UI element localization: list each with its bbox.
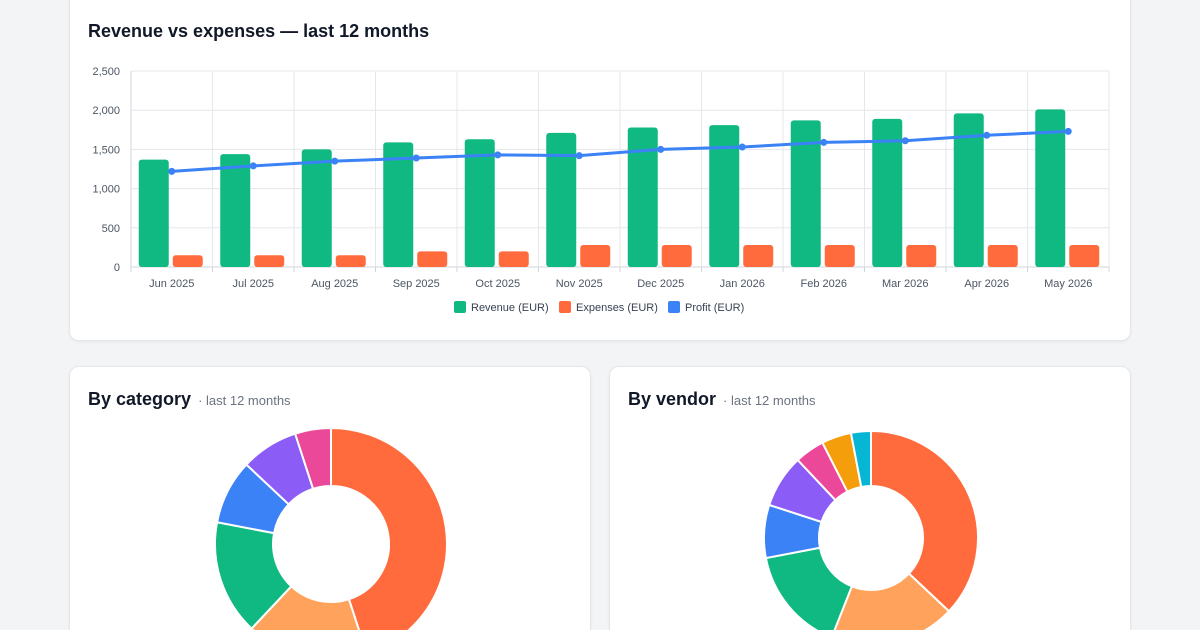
point-profit xyxy=(738,143,746,151)
x-tick-label: May 2026 xyxy=(1044,278,1092,290)
point-profit xyxy=(657,145,665,153)
bar-revenue xyxy=(627,127,658,267)
x-tick-label: Feb 2026 xyxy=(801,278,847,290)
chart-grid xyxy=(130,70,1110,272)
bar-revenue xyxy=(383,142,414,267)
vendor-donut-chart xyxy=(763,429,979,630)
point-profit xyxy=(983,131,991,139)
category-card: By category · last 12 months xyxy=(69,366,591,630)
point-profit xyxy=(494,151,502,159)
category-donut-chart xyxy=(214,426,448,630)
category-subtitle: · last 12 months xyxy=(198,393,291,408)
legend-label: Expenses (EUR) xyxy=(576,302,658,314)
point-profit xyxy=(1064,127,1072,135)
revenue-chart-title: Revenue vs expenses — last 12 months xyxy=(88,21,430,41)
x-tick-label: Oct 2025 xyxy=(475,278,520,290)
bar-revenue xyxy=(1035,109,1066,267)
bar-expenses xyxy=(906,245,937,267)
y-tick-label: 2,000 xyxy=(92,105,120,117)
bar-revenue xyxy=(872,118,903,267)
y-tick-label: 2,500 xyxy=(92,66,120,78)
chart-legend: Revenue (EUR) Expenses (EUR) Profit (EUR) xyxy=(454,301,744,314)
line-profit xyxy=(171,129,1069,173)
legend-label: Profit (EUR) xyxy=(685,302,744,314)
legend-swatch xyxy=(454,301,466,313)
bar-expenses xyxy=(1069,245,1100,267)
vendor-card: By vendor · last 12 months xyxy=(609,366,1131,630)
point-profit xyxy=(412,154,420,162)
bar-revenue xyxy=(953,113,984,267)
y-tick-label: 500 xyxy=(102,223,120,235)
bar-expenses xyxy=(172,255,203,267)
vendor-chart-title: By vendor · last 12 months xyxy=(628,389,816,410)
bar-expenses xyxy=(417,251,448,267)
vendor-slice xyxy=(849,429,872,489)
bar-expenses xyxy=(580,245,611,267)
bar-expenses xyxy=(335,255,366,267)
x-tick-label: Sep 2025 xyxy=(393,278,440,290)
point-profit xyxy=(901,137,909,145)
y-tick-label: 1,500 xyxy=(92,144,120,156)
bar-revenue xyxy=(138,159,169,267)
point-profit xyxy=(168,167,176,175)
vendor-subtitle: · last 12 months xyxy=(723,393,816,408)
category-slice xyxy=(330,426,448,630)
bar-revenue xyxy=(709,125,740,267)
x-tick-label: Jul 2025 xyxy=(232,278,274,290)
category-slice xyxy=(293,426,332,491)
x-tick-label: Aug 2025 xyxy=(311,278,358,290)
x-tick-label: Mar 2026 xyxy=(882,278,928,290)
bar-revenue xyxy=(790,120,821,267)
vendor-title-text: By vendor xyxy=(628,389,717,409)
bar-expenses xyxy=(824,245,855,267)
x-tick-label: Jun 2025 xyxy=(149,278,194,290)
bar-revenue xyxy=(301,149,332,267)
revenue-expenses-card: Revenue vs expenses — last 12 months 0 50… xyxy=(69,0,1131,341)
bar-expenses xyxy=(661,245,692,267)
category-chart-title: By category · last 12 months xyxy=(88,389,291,410)
bar-revenue xyxy=(220,154,251,267)
legend-label: Revenue (EUR) xyxy=(471,302,549,314)
bar-expenses xyxy=(743,245,774,267)
x-tick-label: Jan 2026 xyxy=(720,278,765,290)
vendor-slice xyxy=(833,572,951,630)
point-profit xyxy=(820,138,828,146)
y-tick-label: 0 xyxy=(114,262,120,274)
bar-expenses xyxy=(498,251,529,267)
bar-expenses xyxy=(987,245,1018,267)
category-title-text: By category xyxy=(88,389,192,409)
x-tick-label: Nov 2025 xyxy=(556,278,603,290)
bar-revenue xyxy=(464,139,495,267)
legend-swatch xyxy=(559,301,571,313)
vendor-slice xyxy=(764,546,854,630)
vendor-slice xyxy=(870,429,979,613)
point-profit xyxy=(575,152,583,160)
revenue-expenses-chart: 0 500 1,000 1,500 2,000 2,500 Jun 2025 Jul 2025… xyxy=(92,66,1110,314)
bar-revenue xyxy=(546,132,577,267)
y-tick-label: 1,000 xyxy=(92,184,120,196)
x-tick-label: Apr 2026 xyxy=(964,278,1009,290)
point-profit xyxy=(331,157,339,165)
point-profit xyxy=(249,162,257,170)
bar-expenses xyxy=(254,255,285,267)
legend-swatch xyxy=(668,301,680,313)
x-tick-label: Dec 2025 xyxy=(637,278,684,290)
